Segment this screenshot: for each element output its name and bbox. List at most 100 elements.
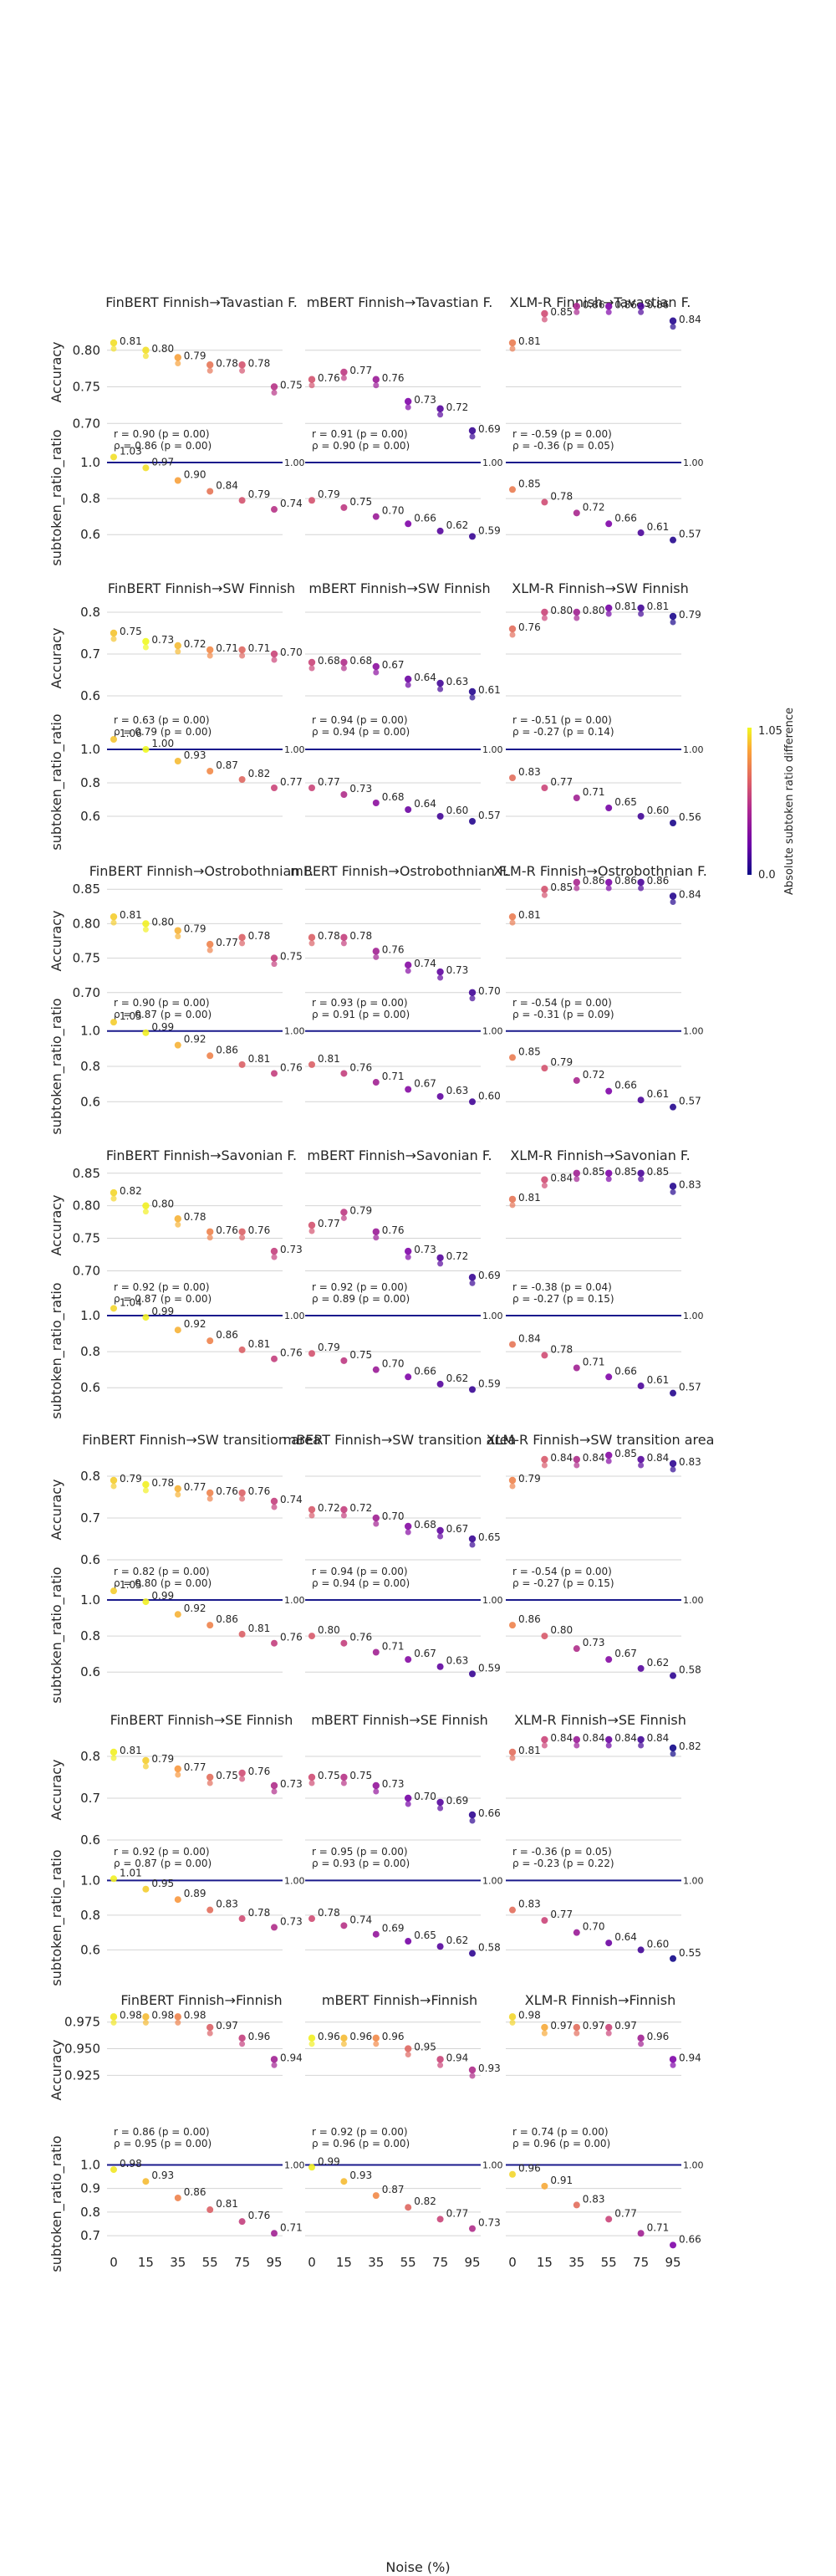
- data-point: [508, 339, 517, 347]
- data-label: 0.73: [382, 1778, 405, 1790]
- panel-title: XLM-R Finnish→SE Finnish: [514, 1712, 686, 1728]
- ratio-point: [308, 1633, 315, 1640]
- ratio-label: 0.71: [382, 1071, 405, 1082]
- panel: mBERT Finnish→SW transition area 0.72 0.72…: [283, 1432, 516, 1678]
- data-point: [340, 940, 347, 947]
- data-label: 0.84: [583, 1732, 605, 1744]
- data-label: 0.80: [550, 605, 573, 616]
- ratio-label: 0.89: [184, 1888, 206, 1899]
- data-label: 0.76: [382, 372, 405, 384]
- ratio-label: 0.78: [550, 490, 573, 502]
- stat-text: ρ = 0.86 (p = 0.00): [114, 440, 212, 452]
- panel-title: mBERT Finnish→SW Finnish: [308, 580, 490, 596]
- data-label: 0.76: [518, 621, 541, 633]
- stat-text: r = 0.92 (p = 0.00): [312, 1281, 408, 1293]
- reference-line-label: 1.00: [284, 2159, 305, 2170]
- data-label: 0.96: [248, 2031, 271, 2042]
- data-label: 0.80: [583, 605, 605, 616]
- y-axis-label: subtoken_ratio_ratio: [48, 1282, 65, 1418]
- panel-title: mBERT Finnish→SE Finnish: [311, 1712, 488, 1728]
- ratio-label: 0.57: [679, 1096, 701, 1107]
- reference-line-label: 1.00: [284, 457, 305, 468]
- ratio-point: [340, 503, 348, 511]
- data-label: 0.72: [446, 401, 469, 413]
- data-point: [238, 2034, 246, 2042]
- data-point: [239, 367, 246, 374]
- data-point: [238, 1228, 246, 1235]
- ratio-label: 0.81: [216, 2198, 238, 2210]
- y-tick-label: 0.975: [64, 2015, 100, 2030]
- ratio-label: 0.71: [647, 2221, 670, 2233]
- data-point: [308, 1780, 315, 1786]
- data-point: [669, 1183, 677, 1190]
- data-point: [469, 2073, 476, 2079]
- data-point: [175, 648, 181, 655]
- ratio-point: [573, 1364, 580, 1372]
- ratio-point: [308, 785, 315, 791]
- data-point: [174, 927, 181, 934]
- data-point: [437, 1260, 444, 1267]
- ratio-point: [637, 1664, 645, 1672]
- stat-text: ρ = 0.93 (p = 0.00): [312, 1858, 410, 1869]
- reference-line-label: 1.00: [683, 457, 704, 468]
- ratio-point: [174, 2194, 181, 2201]
- ratio-point: [174, 758, 181, 764]
- data-point: [605, 1451, 613, 1459]
- ratio-point: [637, 1383, 645, 1390]
- data-point: [605, 604, 613, 612]
- data-label: 0.69: [446, 1795, 469, 1807]
- data-point: [669, 1744, 677, 1752]
- data-label: 0.93: [478, 2062, 501, 2074]
- data-label: 0.83: [679, 1178, 701, 1190]
- panel-title: mBERT Finnish→Finnish: [322, 1992, 477, 2008]
- data-point: [239, 1234, 246, 1241]
- panel-title: mBERT Finnish→Tavastian F.: [307, 294, 493, 310]
- ratio-label: 0.86: [216, 1329, 238, 1341]
- data-point: [372, 1228, 380, 1235]
- y-tick-label: 0.950: [64, 2042, 100, 2057]
- data-label: 0.82: [679, 1740, 701, 1752]
- panel: XLM-R Finnish→SW transition area 0.79 0.84…: [487, 1432, 714, 1679]
- data-point: [508, 2013, 517, 2021]
- ratio-point: [174, 477, 181, 484]
- ratio-point: [308, 1915, 315, 1923]
- stat-text: ρ = 0.91 (p = 0.00): [312, 1009, 410, 1020]
- data-point: [373, 2041, 380, 2047]
- ratio-label: 0.84: [518, 1332, 541, 1344]
- data-label: 0.75: [280, 951, 303, 963]
- y-tick-label: 0.6: [80, 527, 100, 542]
- ratio-label: 0.87: [382, 2184, 405, 2195]
- reference-line-label: 1.00: [482, 1026, 503, 1037]
- ratio-point: [436, 1663, 444, 1670]
- data-label: 0.68: [349, 655, 372, 667]
- data-point: [509, 1755, 516, 1761]
- reference-line-label: 1.00: [683, 1875, 704, 1886]
- ratio-point: [206, 1052, 214, 1060]
- ratio-label: 0.77: [550, 1909, 573, 1920]
- data-label: 0.78: [184, 1211, 206, 1223]
- data-point: [436, 405, 444, 412]
- ratio-label: 0.99: [151, 1021, 174, 1033]
- data-point: [142, 2013, 150, 2021]
- data-label: 0.73: [446, 964, 469, 976]
- data-label: 0.98: [151, 2009, 174, 2021]
- data-point: [174, 1485, 181, 1493]
- data-point: [206, 2030, 213, 2037]
- ratio-point: [405, 520, 412, 528]
- ratio-point: [405, 2204, 412, 2211]
- data-point: [238, 933, 246, 942]
- stat-text: ρ = 0.87 (p = 0.00): [114, 1858, 212, 1869]
- data-point: [573, 1735, 580, 1744]
- data-point: [509, 631, 516, 638]
- ratio-point: [142, 1885, 150, 1893]
- data-label: 0.81: [518, 1745, 541, 1756]
- ratio-label: 1.06: [120, 728, 142, 739]
- data-point: [670, 2062, 676, 2068]
- ratio-label: 0.93: [349, 2170, 372, 2181]
- data-point: [637, 2034, 645, 2042]
- ratio-point: [238, 497, 246, 504]
- stat-text: r = 0.94 (p = 0.00): [312, 1566, 408, 1577]
- data-label: 0.77: [184, 1481, 206, 1493]
- ratio-label: 0.70: [382, 1358, 405, 1370]
- ratio-label: 0.77: [446, 2207, 469, 2219]
